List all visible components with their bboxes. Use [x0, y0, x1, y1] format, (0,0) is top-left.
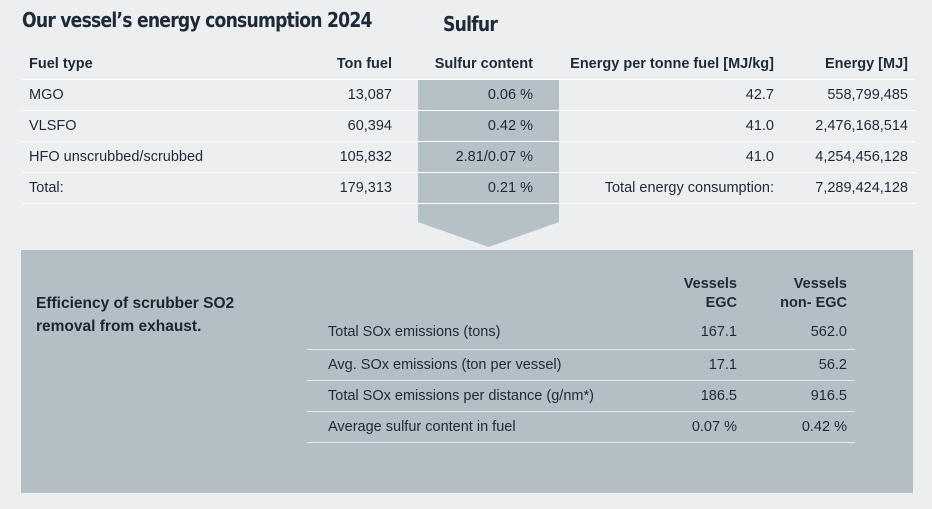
cell-total-sulfur-content: 0.21 % [392, 172, 539, 204]
header-vessels-non-egc: Vessels non- EGC [737, 272, 855, 316]
cell-total-label: Total: [22, 172, 305, 204]
table-row: Avg. SOx emissions (ton per vessel) 17.1… [307, 349, 855, 381]
cell-non-egc: 56.2 [737, 349, 855, 381]
scrubber-header-row: Vessels EGC Vessels non- EGC [307, 272, 855, 316]
cell-metric: Total SOx emissions per distance (g/nm*) [307, 380, 647, 412]
cell-sulfur-content: 0.42 % [392, 110, 539, 142]
cell-ton-fuel: 105,832 [305, 141, 392, 173]
scrubber-table: Vessels EGC Vessels non- EGC Total SOx emi… [307, 272, 855, 443]
cell-fuel-type: MGO [22, 79, 305, 111]
table-row: VLSFO 60,394 0.42 % 41.0 2,476,168,514 [22, 110, 915, 142]
header-vessels-egc-line1: Vessels [683, 276, 737, 292]
table-row: Total SOx emissions (tons) 167.1 562.0 [307, 316, 855, 350]
cell-metric: Avg. SOx emissions (ton per vessel) [307, 349, 647, 381]
cell-non-egc: 562.0 [737, 316, 855, 350]
header-vessels-non-egc-line1: Vessels [793, 276, 847, 292]
header-sulfur-content: Sulfur content [392, 50, 539, 80]
cell-fuel-type: HFO unscrubbed/scrubbed [22, 141, 305, 173]
cell-non-egc: 916.5 [737, 380, 855, 412]
page-title: Our vessel’s energy consumption 2024 [22, 8, 373, 32]
fuel-consumption-table: Fuel type Ton fuel Sulfur content Energy… [22, 50, 915, 204]
table-row: HFO unscrubbed/scrubbed 105,832 2.81/0.0… [22, 141, 915, 173]
table-row: Total SOx emissions per distance (g/nm*)… [307, 380, 855, 412]
cell-total-ton-fuel: 179,313 [305, 172, 392, 204]
cell-fuel-type: VLSFO [22, 110, 305, 142]
header-energy: Energy [MJ] [774, 50, 915, 80]
cell-egc: 17.1 [647, 349, 737, 381]
cell-ton-fuel: 60,394 [305, 110, 392, 142]
cell-metric: Average sulfur content in fuel [307, 411, 647, 443]
cell-egc: 167.1 [647, 316, 737, 350]
table-row: Average sulfur content in fuel 0.07 % 0.… [307, 411, 855, 443]
cell-sulfur-content: 0.06 % [392, 79, 539, 111]
header-fuel-type: Fuel type [22, 50, 305, 80]
cell-energy: 2,476,168,514 [774, 110, 915, 142]
cell-energy-per-tonne: 41.0 [539, 110, 774, 142]
scrubber-efficiency-panel: Efficiency of scrubber SO2 removal from … [21, 250, 913, 493]
cell-ton-fuel: 13,087 [305, 79, 392, 111]
table-total-row: Total: 179,313 0.21 % Total energy consu… [22, 172, 915, 204]
header-ton-fuel: Ton fuel [305, 50, 392, 80]
cell-energy-per-tonne: 41.0 [539, 141, 774, 173]
header-energy-per-tonne: Energy per tonne fuel [MJ/kg] [539, 50, 774, 80]
table-header-row: Fuel type Ton fuel Sulfur content Energy… [22, 50, 915, 80]
cell-energy: 558,799,485 [774, 79, 915, 111]
header-vessels-egc-line2: EGC [705, 295, 737, 311]
header-vessels-non-egc-line2: non- EGC [780, 295, 847, 311]
table-row: MGO 13,087 0.06 % 42.7 558,799,485 [22, 79, 915, 111]
cell-energy: 4,254,456,128 [774, 141, 915, 173]
cell-total-energy: 7,289,424,128 [774, 172, 915, 204]
panel-title: Efficiency of scrubber SO2 removal from … [36, 295, 235, 335]
cell-total-energy-label: Total energy consumption: [539, 172, 774, 204]
cell-non-egc: 0.42 % [737, 411, 855, 443]
header-metric [307, 272, 647, 316]
cell-egc: 186.5 [647, 380, 737, 412]
header-vessels-egc: Vessels EGC [647, 272, 737, 316]
cell-energy-per-tonne: 42.7 [539, 79, 774, 111]
cell-egc: 0.07 % [647, 411, 737, 443]
cell-sulfur-content: 2.81/0.07 % [392, 141, 539, 173]
sulfur-heading: Sulfur [443, 12, 498, 36]
cell-metric: Total SOx emissions (tons) [307, 316, 647, 350]
